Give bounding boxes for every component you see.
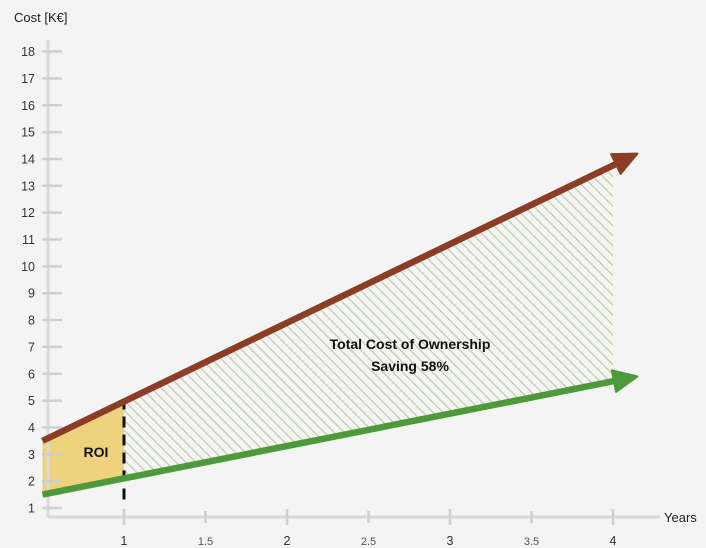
y-tick-label: 16 — [21, 99, 35, 113]
y-tick-label: 4 — [28, 421, 35, 435]
series-low-cost-line — [41, 377, 617, 498]
x-tick-label: 2.5 — [361, 536, 376, 548]
y-tick-label: 18 — [21, 45, 35, 59]
saving-label: Saving 58% — [371, 358, 449, 374]
x-tick-label: 3.5 — [524, 536, 539, 548]
x-tick-label: 1.5 — [198, 536, 213, 548]
y-tick-label: 14 — [21, 152, 35, 166]
saving-region — [124, 165, 613, 479]
y-tick-label: 15 — [21, 126, 35, 140]
series-high-cost-line — [41, 160, 620, 444]
y-tick-label: 17 — [21, 72, 35, 86]
x-tick-label: 1 — [121, 534, 128, 548]
series-high-cost-arrowhead — [610, 152, 639, 175]
tco-label: Total Cost of Ownership — [329, 336, 491, 352]
x-axis-label: Years — [664, 510, 697, 525]
x-tick-label: 4 — [610, 534, 617, 548]
roi-region — [42, 401, 124, 495]
y-tick-label: 7 — [28, 340, 35, 354]
y-tick-label: 10 — [21, 260, 35, 274]
x-tick-label: 2 — [284, 534, 291, 548]
y-tick-label: 8 — [28, 314, 35, 328]
y-tick-label: 3 — [28, 448, 35, 462]
x-tick-label: 3 — [447, 534, 454, 548]
roi-label: ROI — [83, 444, 109, 460]
y-tick-label: 11 — [22, 233, 35, 247]
series-low-cost-arrowhead — [610, 369, 639, 393]
y-tick-label: 13 — [21, 179, 35, 193]
y-axis-label: Cost [K€] — [14, 10, 68, 25]
y-tick-label: 2 — [28, 475, 35, 489]
y-tick-label: 5 — [28, 394, 35, 408]
y-tick-label: 12 — [21, 206, 35, 220]
y-tick-label: 1 — [28, 502, 35, 516]
y-tick-label: 9 — [28, 287, 35, 301]
y-tick-label: 6 — [28, 367, 35, 381]
